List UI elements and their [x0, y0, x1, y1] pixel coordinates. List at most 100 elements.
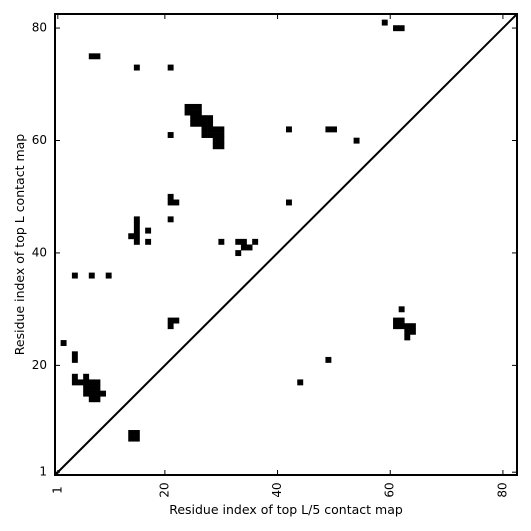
contact-cell	[60, 340, 67, 346]
contact-cell	[195, 115, 202, 122]
contact-cell	[393, 323, 399, 330]
contact-cell	[167, 317, 174, 324]
contact-cell	[167, 193, 174, 200]
x-tick-label: 80	[495, 482, 509, 497]
contact-cell	[398, 306, 405, 313]
contact-cell	[145, 238, 152, 245]
contact-cell	[404, 334, 411, 341]
contact-cell	[71, 351, 78, 358]
contact-cell	[195, 109, 202, 116]
plot-frame	[54, 13, 518, 476]
contact-cell	[133, 233, 140, 240]
contact-cell	[201, 120, 208, 127]
contact-cell	[207, 132, 214, 138]
contact-cell	[240, 238, 247, 245]
y-tick-label: 20	[32, 358, 47, 372]
contact-cell	[212, 137, 219, 144]
contact-cell	[190, 120, 197, 127]
x-tick-label: 1	[50, 486, 64, 494]
contact-cell	[240, 244, 247, 251]
contact-cell	[83, 379, 90, 386]
contact-cell	[83, 385, 90, 391]
contact-cell	[325, 356, 332, 363]
contact-cell	[133, 435, 140, 442]
contact-cell	[212, 132, 219, 138]
contact-cell	[212, 126, 219, 133]
contact-cell	[184, 103, 191, 110]
contact-cell	[353, 137, 360, 144]
contact-cell	[71, 272, 78, 279]
contact-cell	[190, 115, 197, 122]
contact-cell	[190, 103, 197, 110]
contact-cell	[167, 132, 174, 138]
contact-cell	[167, 64, 174, 71]
contact-cell	[94, 53, 101, 60]
contact-cell	[133, 430, 140, 436]
contact-cell	[83, 373, 90, 380]
contact-cell	[133, 216, 140, 223]
contact-cell	[88, 53, 95, 60]
contact-cell	[88, 385, 95, 391]
contact-cell	[286, 199, 292, 206]
contact-cell	[167, 199, 174, 206]
contact-cell	[195, 103, 202, 110]
contact-cell	[88, 396, 95, 403]
contact-cell	[381, 19, 388, 26]
y-tick-label: 60	[32, 133, 47, 147]
contact-cell	[100, 390, 106, 397]
contact-cell	[201, 126, 208, 133]
contact-cell	[94, 396, 101, 403]
contact-cell	[167, 216, 174, 223]
y-tick-label: 1	[39, 465, 47, 479]
contact-cell	[297, 379, 304, 386]
contact-cell	[128, 435, 135, 442]
contact-cell	[88, 390, 95, 397]
contact-cells	[60, 19, 416, 442]
contact-cell	[393, 25, 399, 32]
contact-cell	[218, 126, 225, 133]
contact-cell	[207, 120, 214, 127]
contact-cell	[409, 323, 416, 330]
contact-cell	[94, 390, 101, 397]
contact-cell	[94, 385, 101, 391]
contact-cell	[212, 143, 219, 150]
contact-cell	[325, 126, 332, 133]
contact-cell	[404, 323, 411, 330]
contact-cell	[190, 109, 197, 116]
contact-cell	[128, 233, 135, 240]
contact-cell	[201, 132, 208, 138]
x-tick-label: 20	[157, 482, 171, 497]
contact-cell	[88, 272, 95, 279]
contact-cell	[133, 64, 140, 71]
contact-cell	[207, 115, 214, 122]
contact-cell	[77, 379, 84, 386]
x-tick-label: 60	[383, 482, 397, 497]
contact-cell	[173, 199, 180, 206]
x-tick-label: 40	[270, 482, 284, 497]
contact-cell	[331, 126, 337, 133]
contact-cell	[398, 25, 405, 32]
contact-cell	[404, 328, 411, 335]
contact-cell	[173, 317, 180, 324]
contact-cell	[145, 227, 152, 234]
contact-cell	[235, 250, 242, 257]
contact-cell	[71, 356, 78, 363]
contact-cell	[94, 379, 101, 386]
contact-cell	[133, 227, 140, 234]
contact-cell	[167, 323, 174, 330]
x-axis-label: Residue index of top L/5 contact map	[169, 502, 403, 517]
contact-cell	[252, 238, 259, 245]
diagonal-line	[54, 13, 518, 476]
contact-cell	[133, 222, 140, 228]
contact-cell	[398, 323, 405, 330]
y-tick-label: 40	[32, 245, 47, 259]
y-tick-label: 80	[32, 21, 47, 35]
contact-cell	[128, 430, 135, 436]
contact-cell	[71, 373, 78, 380]
contact-cell	[409, 328, 416, 335]
contact-cell	[71, 379, 78, 386]
contact-cell	[286, 126, 292, 133]
contact-cell	[207, 126, 214, 133]
